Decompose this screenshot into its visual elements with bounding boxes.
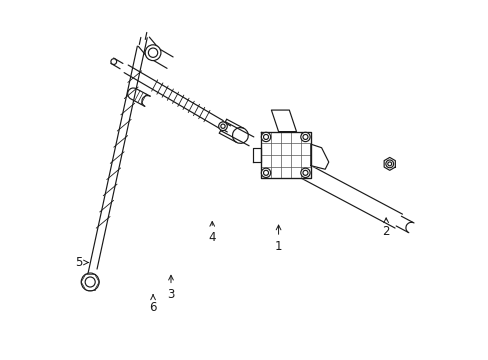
- Polygon shape: [310, 144, 328, 169]
- Circle shape: [300, 132, 309, 141]
- Polygon shape: [384, 157, 394, 170]
- Text: 1: 1: [274, 225, 282, 253]
- Circle shape: [145, 45, 161, 60]
- Polygon shape: [253, 148, 260, 162]
- Circle shape: [261, 168, 270, 177]
- Circle shape: [218, 122, 227, 131]
- Circle shape: [300, 168, 309, 177]
- Text: 6: 6: [149, 295, 157, 314]
- Circle shape: [261, 132, 270, 141]
- Text: 2: 2: [382, 218, 389, 238]
- Polygon shape: [271, 110, 296, 132]
- Text: 5: 5: [75, 256, 88, 269]
- Text: 4: 4: [208, 221, 216, 244]
- Text: 3: 3: [167, 275, 174, 301]
- Circle shape: [385, 160, 393, 168]
- Circle shape: [81, 273, 99, 291]
- Circle shape: [111, 59, 117, 64]
- Polygon shape: [260, 132, 310, 178]
